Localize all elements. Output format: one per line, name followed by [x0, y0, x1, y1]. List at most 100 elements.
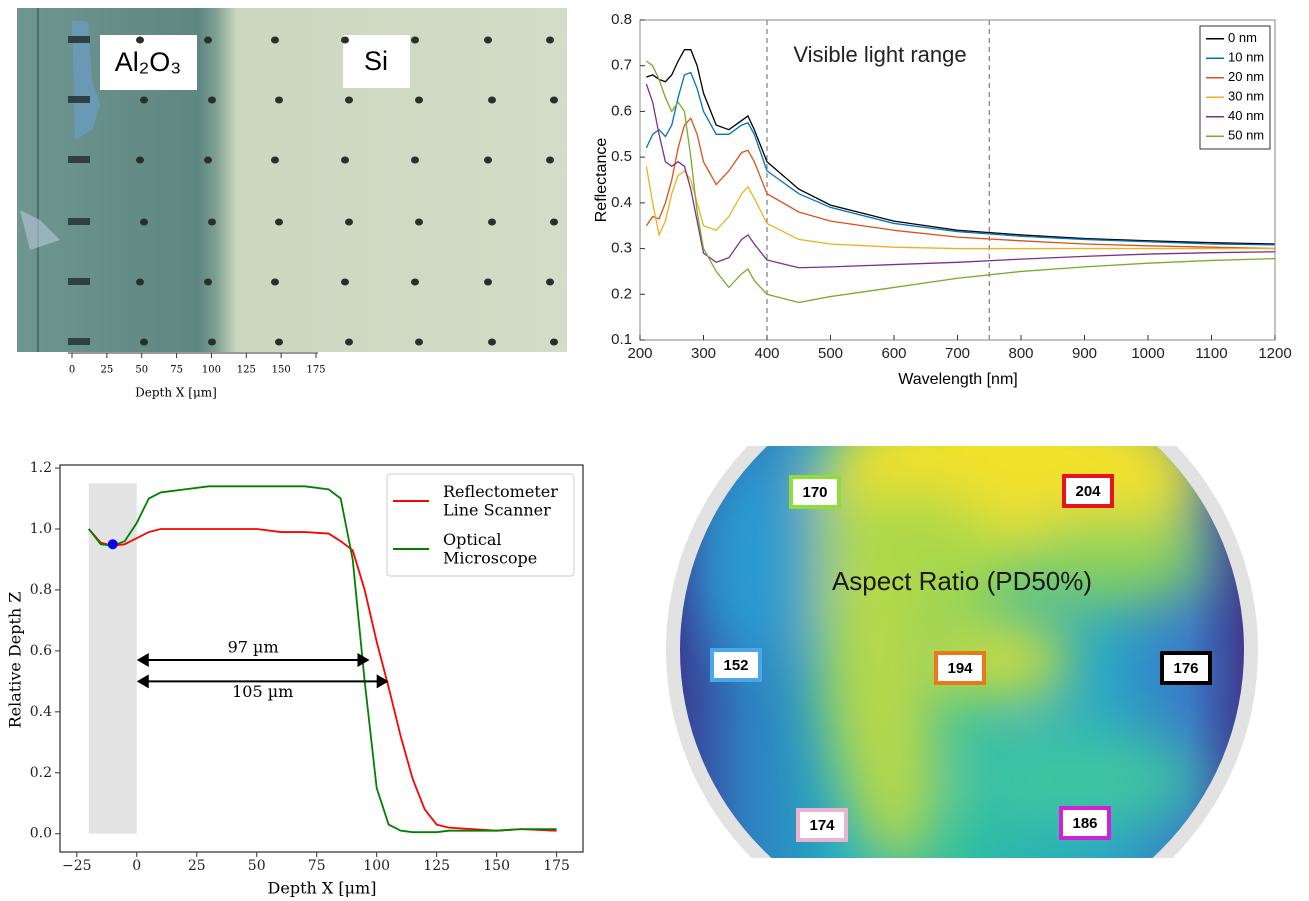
- image-dot: [546, 156, 554, 164]
- image-dot: [341, 278, 349, 286]
- image-mark: [68, 96, 90, 103]
- x-tick-label: 100: [363, 858, 390, 874]
- site-value: 204: [1075, 483, 1101, 500]
- site-box: [1062, 474, 1114, 508]
- image-dot: [345, 338, 353, 346]
- plot-frame: [59, 464, 584, 853]
- y-tick-label: 0.8: [611, 11, 632, 28]
- y-tick-label: 0.2: [30, 765, 52, 781]
- image-dot: [415, 218, 423, 226]
- image-dot: [136, 156, 144, 164]
- y-tick-label: 0.4: [30, 704, 52, 720]
- y-tick-label: 1.0: [30, 521, 52, 537]
- image-dot: [411, 278, 419, 286]
- image-dot: [345, 96, 353, 104]
- image-dot: [275, 338, 283, 346]
- image-dot: [546, 278, 554, 286]
- image-dot: [550, 218, 558, 226]
- image-dot: [345, 218, 353, 226]
- site-box: [934, 651, 986, 685]
- series-line: [88, 485, 557, 834]
- image-feature: [20, 210, 60, 250]
- site-box: [1160, 651, 1212, 685]
- arrow-label: 105 µm: [232, 682, 293, 701]
- y-tick-label: 0.2: [611, 285, 632, 302]
- image-dot: [488, 218, 496, 226]
- image-feature: [72, 20, 100, 140]
- x-tick-label: 700: [945, 345, 970, 362]
- x-tick-label: 1000: [1131, 345, 1164, 362]
- x-tick-label: 1200: [1258, 345, 1291, 362]
- x-tick-label: 150: [483, 858, 510, 874]
- x-tick-label: 150: [272, 365, 291, 376]
- arrow-head: [136, 674, 149, 689]
- series-line: [645, 166, 1275, 250]
- site-box: [796, 808, 848, 842]
- legend-box: [386, 473, 575, 577]
- legend-label: 50 nm: [1228, 128, 1264, 143]
- series-line: [645, 83, 1276, 269]
- image-dot: [415, 338, 423, 346]
- annotation: Visible light range: [793, 42, 966, 67]
- x-tick-label: 75: [308, 858, 326, 874]
- x-tick-label: 50: [135, 365, 148, 376]
- series-line: [88, 528, 557, 832]
- material-label: Si: [364, 46, 388, 76]
- x-tick-label: 500: [818, 345, 843, 362]
- site-box: [710, 648, 762, 682]
- image-dot: [140, 218, 148, 226]
- x-tick-label: 125: [423, 858, 450, 874]
- x-tick-label: 300: [691, 345, 716, 362]
- x-tick-label: 900: [1072, 345, 1097, 362]
- image-dot: [415, 96, 423, 104]
- legend-box: [1199, 25, 1271, 150]
- image-dot: [275, 218, 283, 226]
- shaded-region: [88, 483, 137, 834]
- x-tick-label: 100: [202, 365, 221, 376]
- y-tick-label: 0.3: [611, 240, 632, 257]
- line-chart: 97 µm 105 µm −25 0 25 50 75 100 125 150 175 0.0 0.2 0…: [6, 460, 584, 898]
- x-axis-label: Depth X [μm]: [268, 879, 377, 898]
- marker: [107, 539, 118, 550]
- series-line: [645, 117, 1276, 250]
- y-tick-label: 1.2: [30, 460, 52, 476]
- y-axis-label: Reflectance: [593, 138, 610, 223]
- image-dot: [484, 156, 492, 164]
- legend-label: 30 nm: [1228, 89, 1264, 104]
- x-axis-label: Wavelength [nm]: [898, 371, 1017, 388]
- y-tick-label: 0.7: [611, 57, 632, 74]
- arrow-head: [376, 674, 389, 689]
- image-dot: [136, 36, 144, 44]
- site-value: 186: [1072, 815, 1097, 832]
- legend-label: Optical Microscope: [443, 530, 537, 567]
- site-value: 152: [723, 657, 748, 674]
- y-tick-label: 0.4: [611, 194, 632, 211]
- site-box: [1059, 806, 1111, 840]
- image-mark: [68, 218, 90, 225]
- image-mark: [68, 278, 90, 285]
- material-label: Al₂O₃: [115, 47, 182, 77]
- x-tick-label: 600: [881, 345, 906, 362]
- image-dot: [488, 96, 496, 104]
- series-line: [645, 60, 1276, 304]
- x-tick-label: 0: [69, 365, 75, 376]
- x-tick-label: 125: [237, 365, 256, 376]
- y-tick-label: 0.6: [30, 643, 52, 659]
- image-dot: [488, 338, 496, 346]
- label-box: [100, 35, 197, 90]
- image-mark: [68, 338, 90, 345]
- plot-frame: [639, 19, 1276, 341]
- arrow-label: 97 µm: [228, 638, 279, 657]
- y-tick-label: 0.6: [611, 102, 632, 119]
- image-dot: [204, 156, 212, 164]
- image-dot: [208, 218, 216, 226]
- x-tick-label: 50: [248, 858, 266, 874]
- image-dot: [136, 278, 144, 286]
- image-dot: [484, 278, 492, 286]
- legend-label: 20 nm: [1228, 69, 1264, 84]
- image-dot: [550, 338, 558, 346]
- line-chart: Visible light range 200 300 400 500 600 700 800…: [593, 11, 1291, 388]
- site-value: 174: [809, 817, 835, 834]
- series-line: [646, 49, 1276, 245]
- microscope-image: [17, 8, 567, 352]
